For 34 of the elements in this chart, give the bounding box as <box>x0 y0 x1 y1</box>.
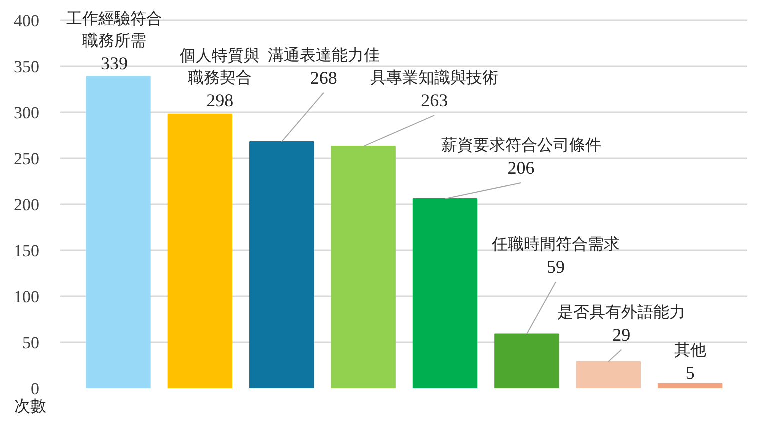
annotation: 具專業知識與技術 <box>370 69 499 88</box>
annotation: 薪資要求符合公司條件 <box>441 136 602 154</box>
annotation: 是否具有外語能力 <box>558 303 686 322</box>
y-tick-label: 0 <box>31 380 40 398</box>
y-tick-label: 300 <box>14 104 40 122</box>
bar <box>658 383 723 388</box>
bar <box>412 198 478 388</box>
data-label: 206 <box>508 158 535 178</box>
bar <box>331 146 396 388</box>
y-tick-label: 50 <box>22 334 40 352</box>
data-label: 5 <box>686 362 695 383</box>
data-label: 263 <box>421 90 448 111</box>
data-label: 339 <box>101 54 128 74</box>
annotation: 個人特質與職務契合 <box>180 46 260 87</box>
y-tick-label: 200 <box>14 196 40 214</box>
bar <box>494 334 560 388</box>
bar <box>250 141 314 388</box>
annotation: 工作經驗符合職務所需 <box>66 10 162 50</box>
bar <box>168 114 233 388</box>
annotation: 溝通表達能力佳 <box>268 46 380 64</box>
data-label: 29 <box>612 324 631 345</box>
y-tick-label: 250 <box>14 150 40 168</box>
y-tick-label: 150 <box>14 242 40 260</box>
y-tick-label: 400 <box>14 12 40 30</box>
annotation: 其他 <box>674 341 706 360</box>
y-axis-title: 次數 <box>14 398 46 416</box>
data-label: 298 <box>206 90 234 110</box>
bar <box>576 361 641 388</box>
y-tick-label: 350 <box>14 58 40 76</box>
data-label: 59 <box>546 257 565 278</box>
annotation: 任職時間符合需求 <box>490 236 620 254</box>
data-label: 268 <box>310 68 338 88</box>
y-tick-label: 100 <box>14 288 40 306</box>
bar <box>86 76 151 388</box>
